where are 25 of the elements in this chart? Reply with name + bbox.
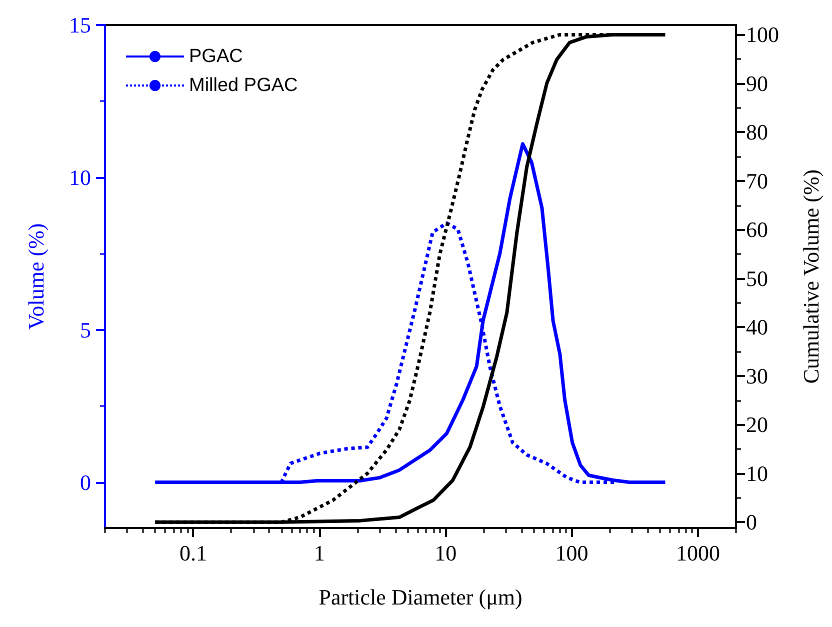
legend-label: Milled PGAC bbox=[189, 75, 298, 96]
y2-tick-label: 40 bbox=[746, 314, 768, 340]
y2-tick-label: 60 bbox=[746, 217, 768, 242]
y2-tick-label: 0 bbox=[746, 510, 757, 535]
y2-tick-label: 30 bbox=[746, 363, 768, 388]
y2-tick-label: 90 bbox=[746, 70, 768, 96]
x-tick-label: 1 bbox=[314, 540, 325, 566]
x-axis-title: Particle Diameter (μm) bbox=[318, 584, 522, 610]
x-tick-label: 1000 bbox=[676, 540, 720, 566]
x-tick-label: 10 bbox=[434, 540, 457, 566]
x-tick-label: 100 bbox=[555, 540, 588, 566]
x-tick-label: 0.1 bbox=[179, 540, 207, 566]
y-tick-label: 15 bbox=[69, 12, 91, 38]
y-tick-label: 0 bbox=[80, 470, 91, 495]
y2-tick-label: 10 bbox=[746, 460, 768, 486]
y2-tick-label: 20 bbox=[746, 412, 768, 438]
y2-tick-label: 70 bbox=[746, 168, 768, 194]
y-tick-label: 10 bbox=[69, 164, 91, 190]
y-tick-label: 5 bbox=[80, 317, 91, 342]
y-axis-title: Volume (%) bbox=[24, 223, 48, 330]
y2-tick-label: 100 bbox=[746, 22, 779, 48]
legend-label: PGAC bbox=[189, 46, 243, 67]
y2-tick-label: 50 bbox=[746, 266, 768, 291]
y2-tick-label: 80 bbox=[746, 120, 768, 145]
y2-axis-title: Cumulative Volume (%) bbox=[798, 169, 824, 384]
